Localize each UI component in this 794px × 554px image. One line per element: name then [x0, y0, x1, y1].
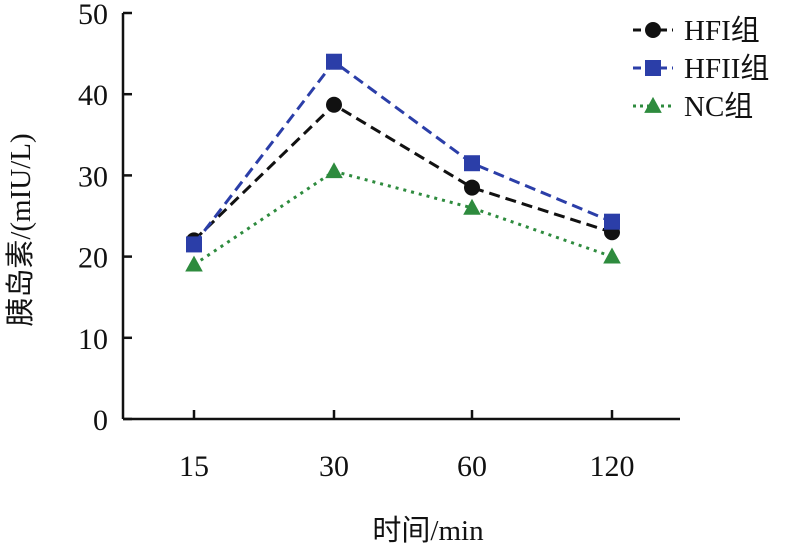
- x-tick-label: 120: [590, 450, 635, 483]
- series-line: [192, 102, 613, 242]
- legend-marker: [645, 60, 661, 76]
- data-point: [464, 155, 480, 172]
- y-tick-label: 50: [78, 0, 108, 31]
- y-tick-label: 20: [78, 242, 108, 275]
- data-point: [463, 198, 481, 215]
- data-point: [185, 255, 203, 272]
- legend-label: HFI组: [684, 14, 760, 47]
- data-point: [325, 162, 343, 179]
- series-line: [193, 169, 613, 266]
- data-point: [604, 213, 620, 230]
- x-tick-label: 30: [319, 450, 349, 483]
- axes: 0 10 20 30 40 50 15 30 60 120: [78, 0, 680, 483]
- legend-item: HFII组: [633, 52, 769, 85]
- series-2: [185, 162, 621, 272]
- data-point: [464, 179, 480, 196]
- legend-marker: [645, 22, 661, 38]
- x-axis-title: 时间/min: [372, 514, 484, 547]
- y-tick-label: 10: [78, 323, 108, 356]
- x-tick-label: 15: [179, 450, 209, 483]
- legend-marker: [644, 96, 662, 113]
- series-line: [192, 59, 613, 246]
- legend-label: NC组: [684, 90, 753, 123]
- series-1: [186, 53, 620, 253]
- series-0: [186, 96, 620, 249]
- data-point: [186, 236, 202, 253]
- y-tick-label: 40: [78, 79, 108, 112]
- legend-item: HFI组: [633, 14, 760, 47]
- legend-item: NC组: [633, 90, 753, 123]
- y-tick-label: 0: [93, 404, 108, 437]
- y-axis-title: 胰岛素/(mIU/L): [4, 133, 37, 326]
- y-tick-label: 30: [78, 160, 108, 193]
- data-point: [326, 96, 342, 113]
- data-point: [326, 53, 342, 70]
- x-tick-label: 60: [457, 450, 487, 483]
- data-point: [603, 247, 621, 264]
- legend-label: HFII组: [684, 52, 769, 85]
- series-layer: [185, 53, 621, 272]
- legend: HFI组 HFII组 NC组: [633, 14, 769, 123]
